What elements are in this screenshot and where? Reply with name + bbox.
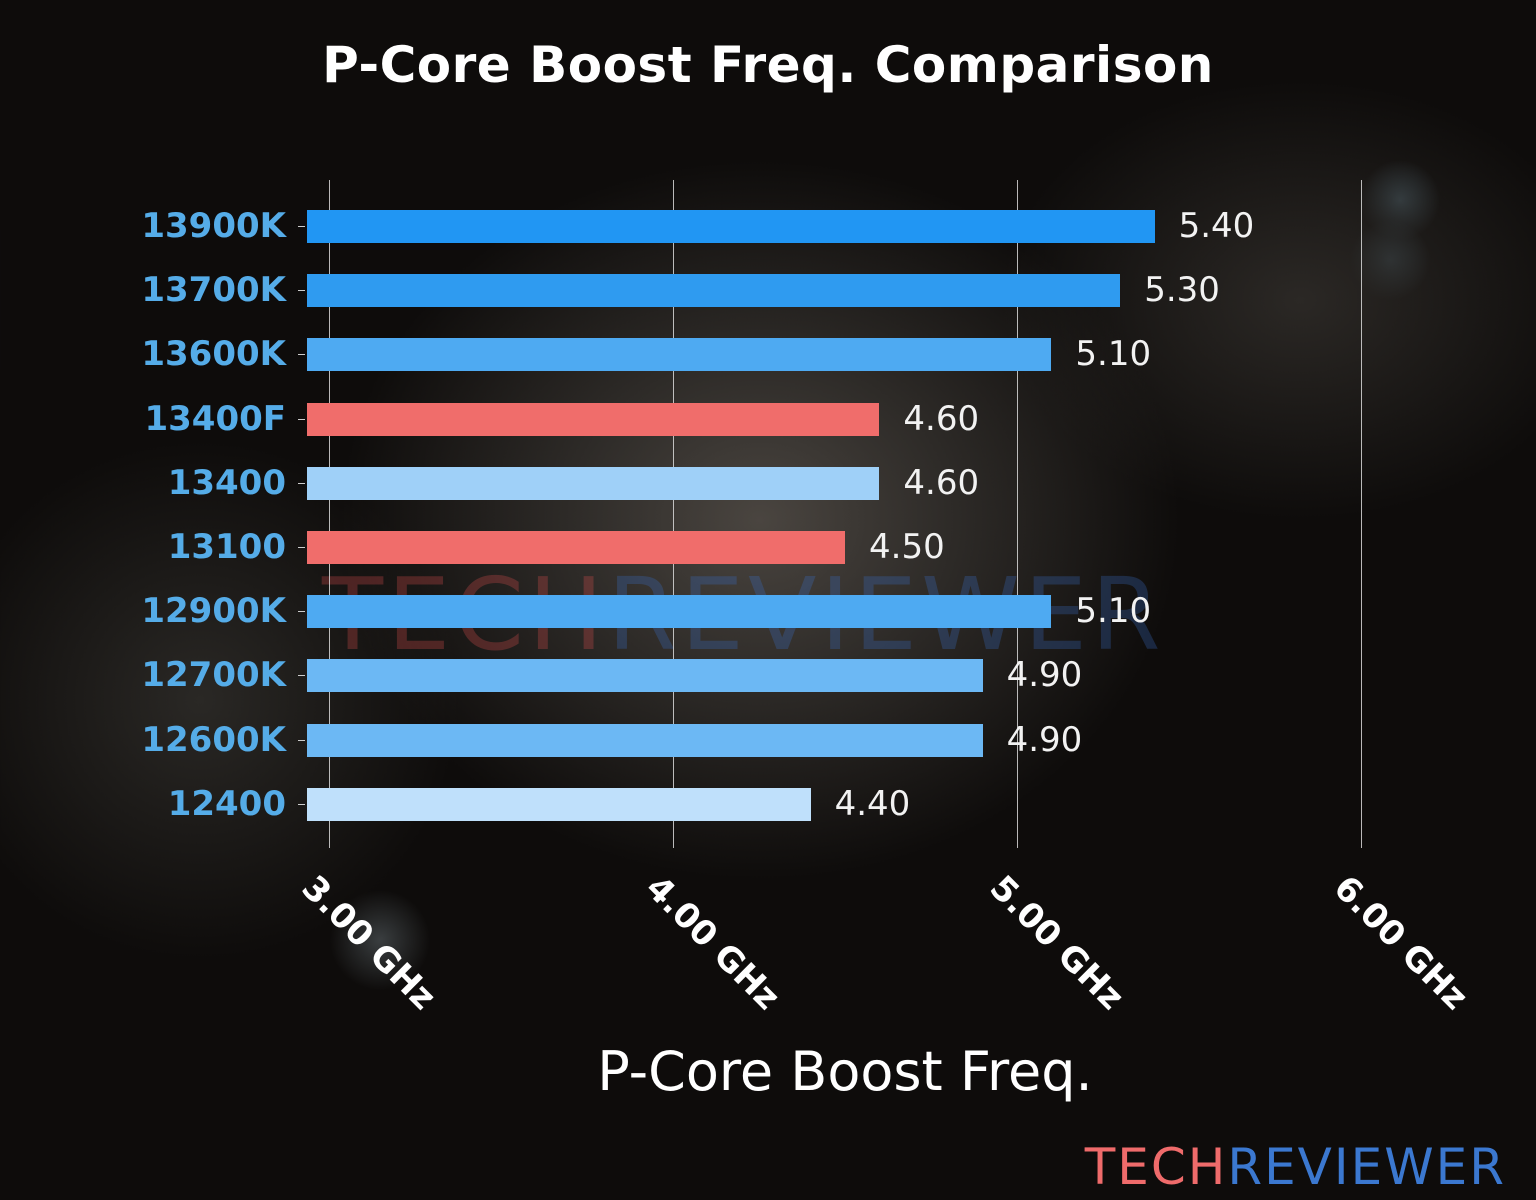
bar: [307, 595, 1052, 629]
logo-part1: TECH: [1084, 1138, 1228, 1196]
y-tick: [298, 418, 305, 420]
category-label: 12400: [167, 783, 286, 824]
value-label: 5.10: [1075, 591, 1152, 632]
x-axis-title: P-Core Boost Freq.: [597, 1040, 1093, 1103]
value-label: 4.90: [1006, 719, 1083, 760]
y-tick: [298, 675, 305, 677]
bar: [307, 274, 1121, 308]
bar: [307, 531, 845, 564]
category-label: 13400F: [144, 398, 286, 439]
y-tick: [298, 290, 305, 292]
gridline-3: [329, 180, 330, 848]
y-tick: [298, 482, 305, 484]
bar-row: 13100 4.50: [0, 527, 1536, 567]
value-label: 4.60: [903, 398, 980, 439]
y-tick: [298, 803, 305, 805]
y-tick: [298, 226, 305, 227]
bar-row: 13600K 5.10: [0, 334, 1536, 375]
category-label: 13700K: [141, 270, 286, 311]
value-label: 4.50: [869, 527, 945, 567]
x-tick-label: 5.00 GHz: [981, 868, 1132, 1018]
bar-row: 13400 4.60: [0, 462, 1536, 503]
bar-row: 12700K 4.90: [0, 655, 1536, 696]
value-label: 5.40: [1178, 206, 1255, 246]
bar-row: 13400F 4.60: [0, 398, 1536, 439]
bar: [307, 659, 983, 693]
logo-part2: REVIEWER: [1227, 1138, 1506, 1196]
bar: [307, 402, 880, 436]
category-label: 13600K: [141, 334, 286, 375]
bar-row: 12900K 5.10: [0, 591, 1536, 632]
bar-row: 13900K 5.40: [0, 206, 1536, 246]
category-label: 12600K: [141, 719, 286, 760]
y-tick: [298, 354, 305, 356]
gridline-4: [673, 180, 674, 848]
value-label: 4.40: [834, 783, 911, 824]
bar-row: 12400 4.40: [0, 783, 1536, 824]
category-label: 13400: [167, 462, 286, 503]
bar: [307, 210, 1155, 243]
y-tick: [298, 611, 305, 613]
gridline-6: [1361, 180, 1362, 848]
category-label: 13100: [167, 527, 286, 567]
x-tick-label: 4.00 GHz: [637, 868, 788, 1018]
chart-title: P-Core Boost Freq. Comparison: [322, 36, 1214, 94]
y-tick: [298, 739, 305, 741]
category-label: 13900K: [141, 206, 286, 246]
category-label: 12900K: [141, 591, 286, 632]
bar: [307, 338, 1052, 372]
bar: [307, 466, 880, 500]
value-label: 4.60: [903, 462, 980, 503]
y-tick: [298, 547, 305, 548]
x-tick-label: 3.00 GHz: [293, 868, 444, 1018]
value-label: 5.30: [1144, 270, 1220, 311]
bar: [307, 723, 983, 757]
value-label: 4.90: [1006, 655, 1083, 696]
bar: [307, 787, 811, 821]
bar-row: 12600K 4.90: [0, 719, 1536, 760]
brand-logo: TECHREVIEWER: [1085, 1138, 1506, 1196]
x-tick-label: 6.00 GHz: [1325, 868, 1476, 1018]
category-label: 12700K: [141, 655, 286, 696]
value-label: 5.10: [1075, 334, 1152, 375]
bar-row: 13700K 5.30: [0, 270, 1536, 311]
gridline-5: [1017, 180, 1018, 848]
